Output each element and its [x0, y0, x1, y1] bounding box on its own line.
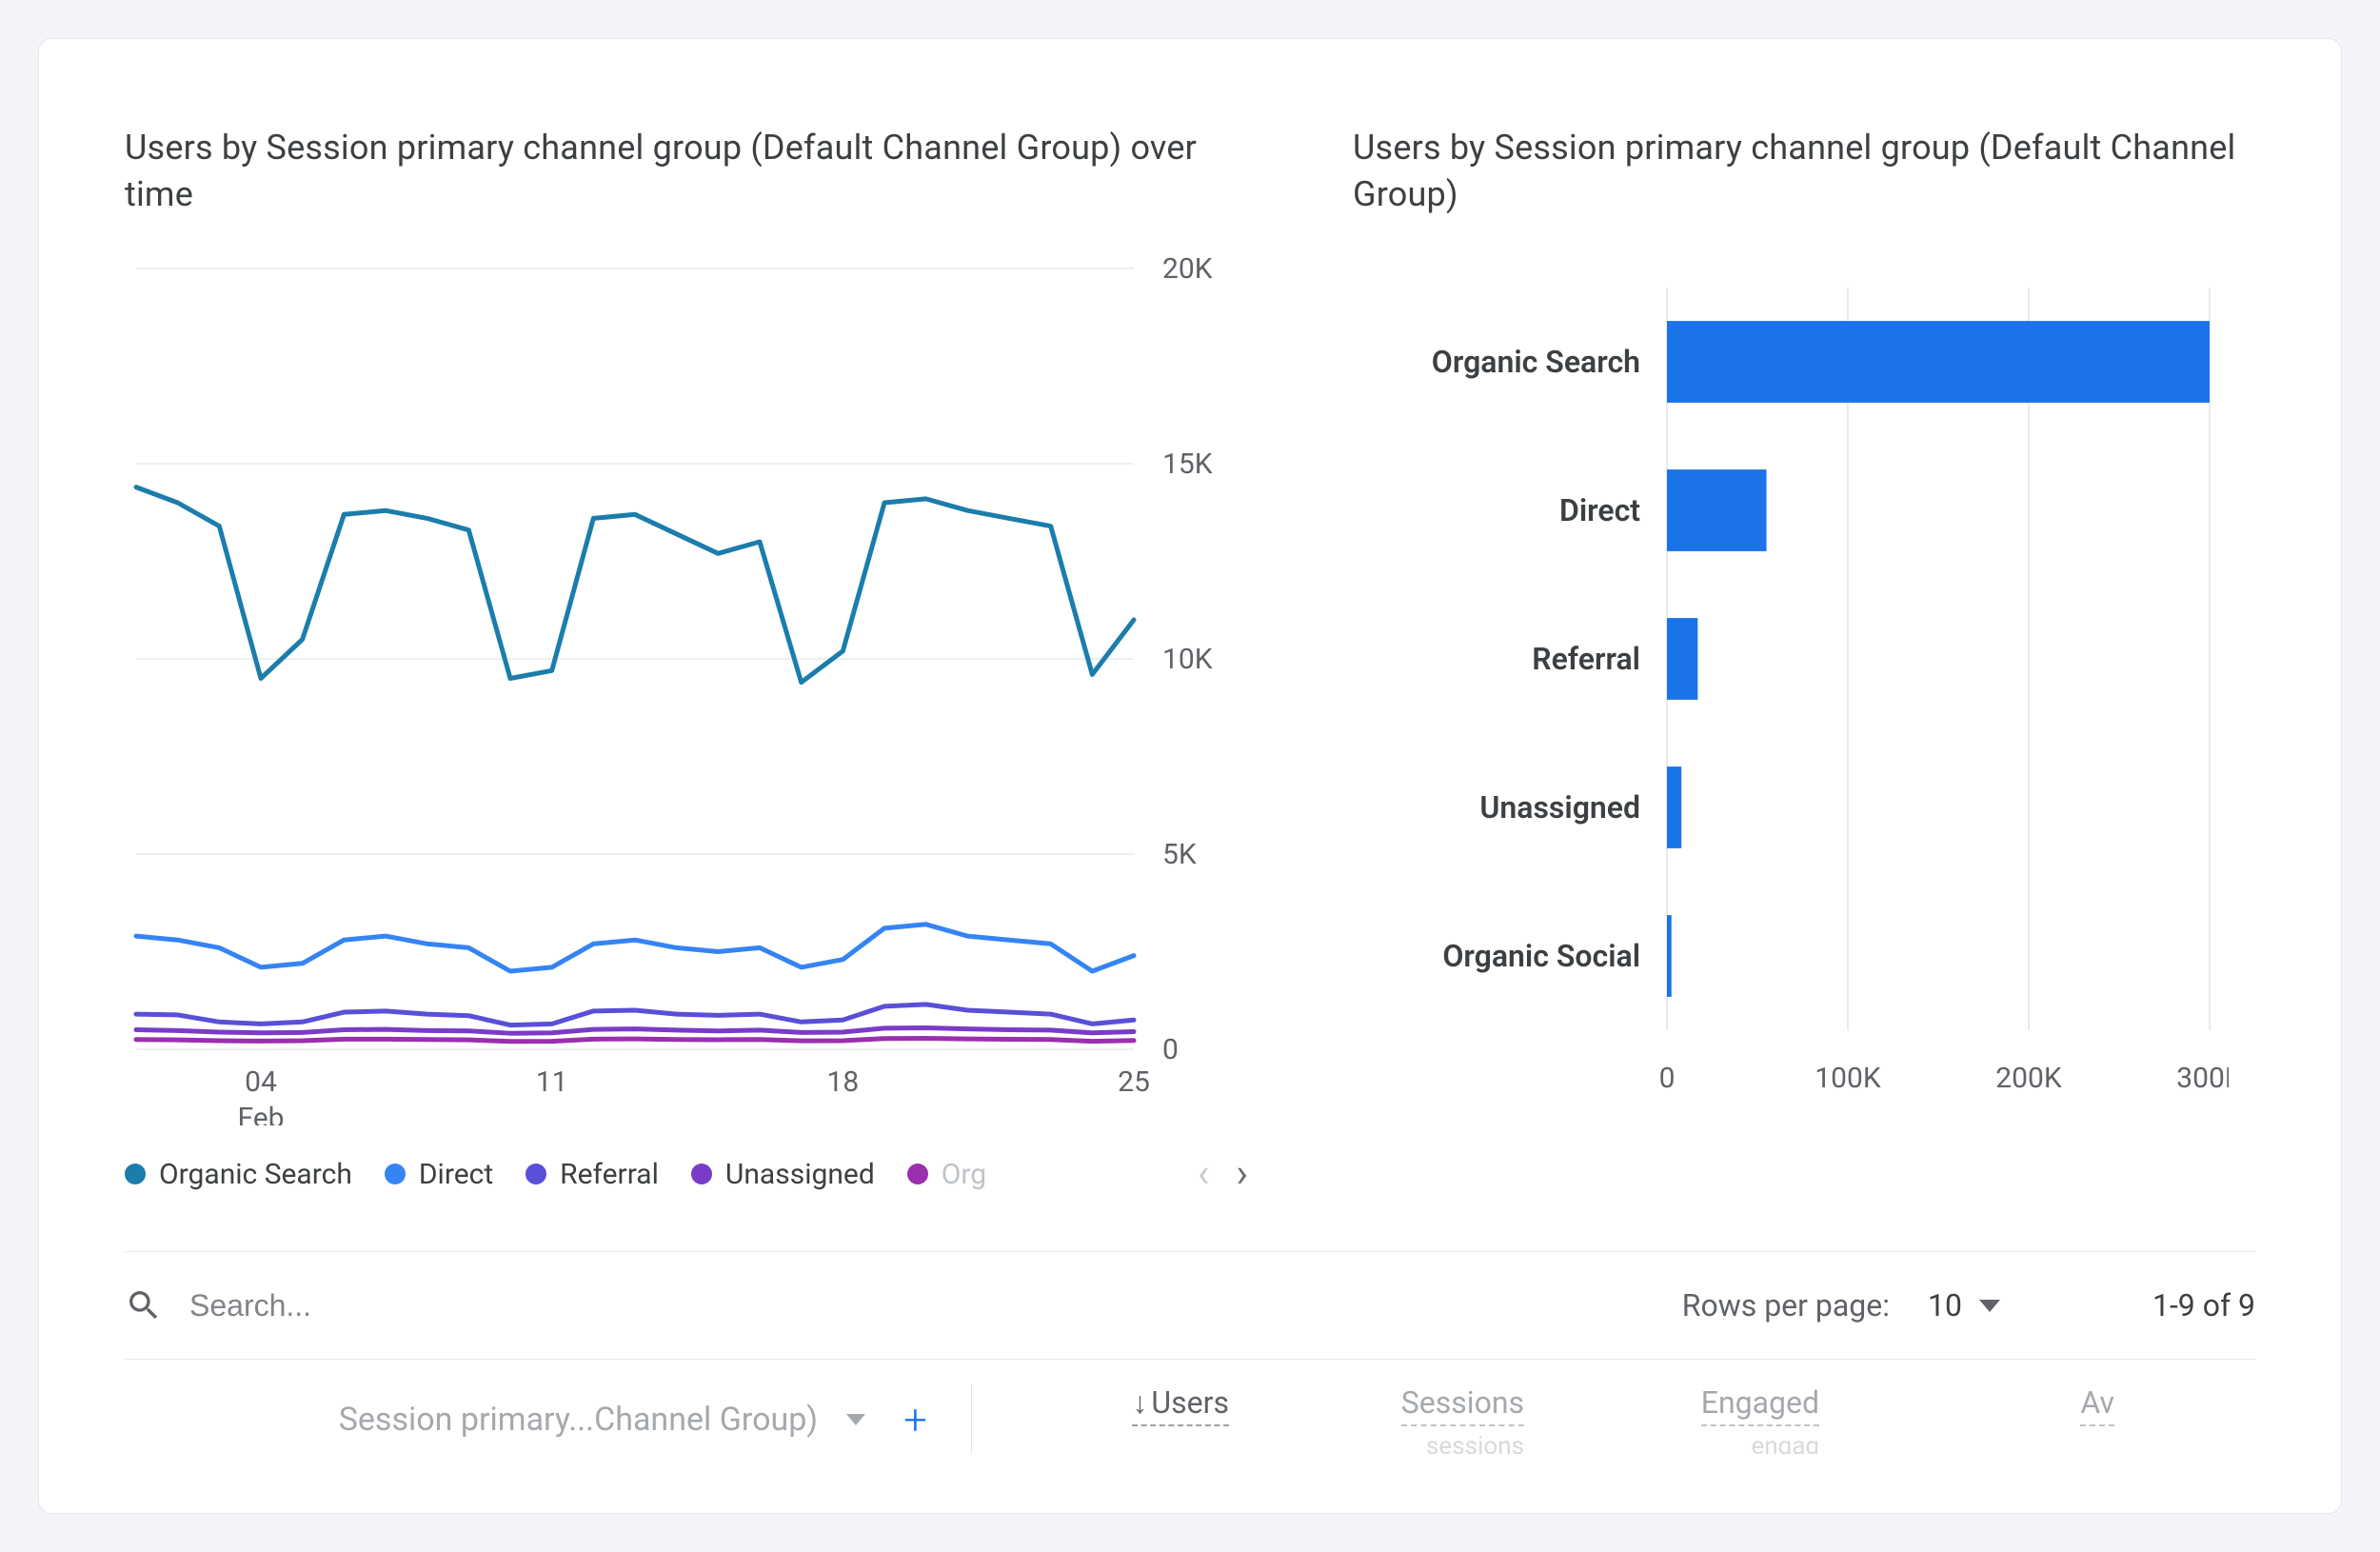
legend-label: Direct	[419, 1158, 493, 1191]
svg-text:Organic Social: Organic Social	[1442, 938, 1640, 974]
metric-column-header[interactable]: Av	[1857, 1384, 2152, 1454]
svg-text:20K: 20K	[1162, 252, 1213, 286]
chevron-down-icon	[846, 1414, 865, 1425]
legend-dot	[526, 1164, 546, 1184]
table-controls: Rows per page: 10 1-9 of 9	[125, 1251, 2255, 1324]
bar-chart-panel: Users by Session primary channel group (…	[1353, 125, 2255, 1194]
rows-per-page-group: Rows per page: 10 1-9 of 9	[1682, 1287, 2255, 1323]
bar-chart-title: Users by Session primary channel group (…	[1353, 125, 2255, 217]
dimension-column-header[interactable]: Session primary...Channel Group) +	[125, 1384, 972, 1454]
svg-text:100K: 100K	[1815, 1062, 1881, 1095]
search-input[interactable]	[189, 1288, 665, 1323]
legend-item[interactable]: Organic Search	[125, 1158, 352, 1191]
svg-text:5K: 5K	[1162, 838, 1197, 871]
svg-text:0: 0	[1162, 1033, 1179, 1066]
bar-chart-area[interactable]: 0 100K 200K 300K Organic Search Direct Referra…	[1353, 249, 2255, 1148]
rows-per-page-label: Rows per page:	[1682, 1287, 1890, 1323]
line-chart-legend: Organic Search Direct Referral Unassigned Or…	[125, 1154, 1248, 1194]
legend-item[interactable]: Referral	[526, 1158, 659, 1191]
legend-item[interactable]: Org	[907, 1158, 986, 1191]
svg-text:0: 0	[1659, 1062, 1676, 1095]
rows-per-page-select[interactable]: 10	[1928, 1287, 2000, 1323]
legend-label: Org	[942, 1158, 986, 1191]
legend-item[interactable]: Direct	[385, 1158, 493, 1191]
line-chart-title: Users by Session primary channel group (…	[125, 125, 1248, 217]
svg-text:04: 04	[245, 1065, 277, 1099]
dimension-label: Session primary...Channel Group)	[339, 1401, 818, 1439]
legend-item[interactable]: Unassigned	[691, 1158, 875, 1191]
legend-label: Referral	[560, 1158, 659, 1191]
search-icon	[125, 1286, 163, 1324]
metric-column-header[interactable]: Engagedengag	[1562, 1384, 1857, 1454]
svg-text:11: 11	[536, 1065, 568, 1099]
legend-dot	[125, 1164, 146, 1184]
svg-text:Direct: Direct	[1559, 492, 1640, 528]
legend-dot	[385, 1164, 406, 1184]
svg-text:Feb: Feb	[237, 1102, 284, 1125]
legend-dot	[691, 1164, 712, 1184]
dropdown-icon	[1979, 1300, 2000, 1312]
legend-next-button[interactable]: ›	[1236, 1154, 1248, 1194]
svg-text:10K: 10K	[1162, 643, 1213, 676]
rows-per-page-value: 10	[1928, 1287, 1962, 1323]
line-chart-panel: Users by Session primary channel group (…	[125, 125, 1248, 1194]
legend-nav: ‹›	[1198, 1154, 1248, 1194]
pagination-range: 1-9 of 9	[2152, 1287, 2255, 1323]
legend-prev-button: ‹	[1198, 1154, 1210, 1194]
legend-label: Organic Search	[159, 1158, 352, 1191]
metric-column-header[interactable]: ↓Users	[972, 1384, 1267, 1454]
legend-label: Unassigned	[725, 1158, 875, 1191]
svg-text:18: 18	[826, 1065, 859, 1099]
svg-text:25: 25	[1118, 1065, 1150, 1099]
line-chart-area[interactable]: 0 5K 10K 15K 20K 04 11 18 25 Feb	[125, 249, 1248, 1129]
add-dimension-button[interactable]: +	[903, 1395, 927, 1444]
charts-row: Users by Session primary channel group (…	[125, 125, 2255, 1194]
bar-chart-svg: 0 100K 200K 300K Organic Search Direct Referra…	[1353, 249, 2229, 1144]
svg-text:300K: 300K	[2176, 1062, 2229, 1095]
svg-text:Organic Search: Organic Search	[1432, 344, 1640, 380]
legend-dot	[907, 1164, 928, 1184]
metric-column-header[interactable]: Sessionssessions	[1267, 1384, 1562, 1454]
analytics-card: Users by Session primary channel group (…	[38, 38, 2342, 1514]
svg-text:200K: 200K	[1995, 1062, 2062, 1095]
svg-text:Referral: Referral	[1532, 641, 1640, 677]
line-chart-svg: 0 5K 10K 15K 20K 04 11 18 25 Feb	[125, 249, 1248, 1125]
table-column-headers: Session primary...Channel Group) + ↓User…	[125, 1359, 2255, 1454]
svg-text:Unassigned: Unassigned	[1479, 789, 1640, 826]
svg-text:15K: 15K	[1162, 448, 1213, 481]
